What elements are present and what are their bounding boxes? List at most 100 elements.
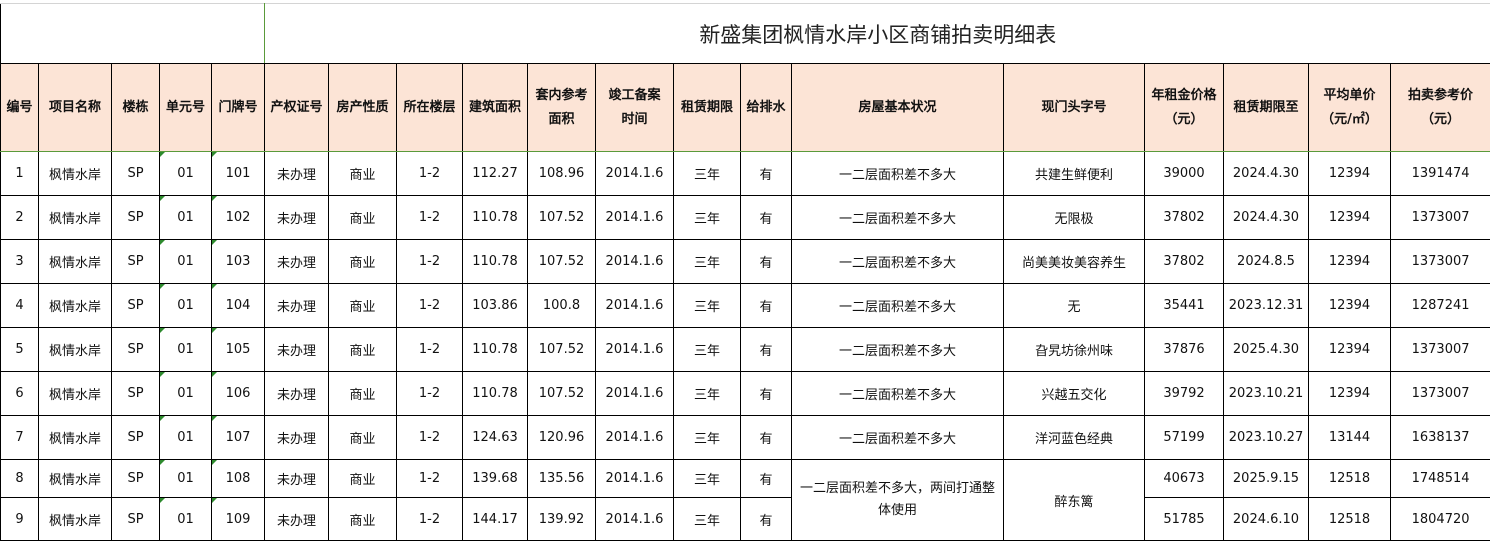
cell-condition[interactable]: 一二层面积差不多大 (791, 415, 1004, 460)
cell-water[interactable]: 有 (740, 239, 792, 284)
cell-water[interactable]: 有 (740, 415, 792, 460)
cell-inner-area[interactable]: 107.52 (527, 239, 596, 284)
cell-auction-price[interactable]: 1373007 (1389, 371, 1490, 416)
cell-water[interactable]: 有 (740, 459, 792, 498)
cell-shop-name[interactable]: 醉东篱 (1003, 459, 1145, 541)
cell-area[interactable]: 110.78 (462, 327, 528, 372)
cell-lease-term[interactable]: 三年 (673, 371, 741, 416)
cell-cert[interactable]: 未办理 (264, 371, 329, 416)
sheet-title[interactable]: 新盛集团枫情水岸小区商铺拍卖明细表 (263, 3, 1490, 64)
cell-door[interactable]: 105 (211, 327, 265, 372)
cell-building[interactable]: SP (111, 327, 160, 372)
cell-annual-rent[interactable]: 51785 (1144, 497, 1224, 541)
cell-door[interactable]: 104 (211, 283, 265, 328)
cell-id[interactable]: 7 (0, 415, 39, 460)
cell-lease-term[interactable]: 三年 (673, 195, 741, 240)
cell-lease-end[interactable]: 2024.4.30 (1223, 151, 1309, 196)
cell-floor[interactable]: 1-2 (396, 497, 463, 541)
cell-door[interactable]: 102 (211, 195, 265, 240)
cell-auction-price[interactable]: 1373007 (1389, 195, 1490, 240)
cell-door[interactable]: 106 (211, 371, 265, 416)
cell-condition[interactable]: 一二层面积差不多大 (791, 327, 1004, 372)
cell-shop-name[interactable]: 洋河蓝色经典 (1003, 415, 1145, 460)
cell-auction-price[interactable]: 1804720 (1389, 497, 1490, 541)
cell-door[interactable]: 101 (211, 151, 265, 196)
cell-project[interactable]: 枫情水岸 (38, 151, 112, 196)
cell-water[interactable]: 有 (740, 327, 792, 372)
cell-building[interactable]: SP (111, 415, 160, 460)
cell-id[interactable]: 5 (0, 327, 39, 372)
cell-auction-price[interactable]: 1638137 (1389, 415, 1490, 460)
header-nature[interactable]: 房产性质 (328, 63, 397, 152)
cell-condition[interactable]: 一二层面积差不多大 (791, 371, 1004, 416)
header-building[interactable]: 楼栋 (111, 63, 160, 152)
cell-area[interactable]: 110.78 (462, 195, 528, 240)
cell-nature[interactable]: 商业 (328, 459, 397, 498)
cell-inner-area[interactable]: 135.56 (527, 459, 596, 498)
cell-floor[interactable]: 1-2 (396, 459, 463, 498)
cell-completion[interactable]: 2014.1.6 (595, 195, 674, 240)
cell-unit[interactable]: 01 (159, 371, 212, 416)
header-lease-end[interactable]: 租赁期限至 (1223, 63, 1309, 152)
cell-id[interactable]: 6 (0, 371, 39, 416)
cell-project[interactable]: 枫情水岸 (38, 371, 112, 416)
cell-cert[interactable]: 未办理 (264, 151, 329, 196)
header-id[interactable]: 编号 (0, 63, 39, 152)
header-shop-name[interactable]: 现门头字号 (1003, 63, 1145, 152)
cell-water[interactable]: 有 (740, 371, 792, 416)
cell-shop-name[interactable]: 共建生鲜便利 (1003, 151, 1145, 196)
cell-project[interactable]: 枫情水岸 (38, 327, 112, 372)
cell-building[interactable]: SP (111, 497, 160, 541)
cell-floor[interactable]: 1-2 (396, 239, 463, 284)
header-completion[interactable]: 竣工备案 时间 (595, 63, 674, 152)
cell-door[interactable]: 109 (211, 497, 265, 541)
cell-floor[interactable]: 1-2 (396, 415, 463, 460)
cell-lease-end[interactable]: 2025.9.15 (1223, 459, 1309, 498)
cell-lease-term[interactable]: 三年 (673, 497, 741, 541)
cell-building[interactable]: SP (111, 239, 160, 284)
cell-unit[interactable]: 01 (159, 283, 212, 328)
cell-condition[interactable]: 一二层面积差不多大 (791, 283, 1004, 328)
cell-lease-end[interactable]: 2023.10.21 (1223, 371, 1309, 416)
cell-shop-name[interactable]: 无 (1003, 283, 1145, 328)
cell-floor[interactable]: 1-2 (396, 151, 463, 196)
cell-unit[interactable]: 01 (159, 415, 212, 460)
cell-auction-price[interactable]: 1287241 (1389, 283, 1490, 328)
cell-project[interactable]: 枫情水岸 (38, 459, 112, 498)
cell-unit-price[interactable]: 13144 (1308, 415, 1391, 460)
cell-cert[interactable]: 未办理 (264, 459, 329, 498)
header-water[interactable]: 给排水 (740, 63, 792, 152)
cell-unit[interactable]: 01 (159, 195, 212, 240)
cell-unit[interactable]: 01 (159, 459, 212, 498)
cell-building[interactable]: SP (111, 151, 160, 196)
cell-condition[interactable]: 一二层面积差不多大 (791, 239, 1004, 284)
cell-area[interactable]: 103.86 (462, 283, 528, 328)
cell-completion[interactable]: 2014.1.6 (595, 327, 674, 372)
cell-area[interactable]: 112.27 (462, 151, 528, 196)
cell-lease-end[interactable]: 2024.8.5 (1223, 239, 1309, 284)
cell-project[interactable]: 枫情水岸 (38, 195, 112, 240)
cell-cert[interactable]: 未办理 (264, 239, 329, 284)
cell-annual-rent[interactable]: 57199 (1144, 415, 1224, 460)
cell-project[interactable]: 枫情水岸 (38, 415, 112, 460)
cell-unit[interactable]: 01 (159, 239, 212, 284)
cell-completion[interactable]: 2014.1.6 (595, 239, 674, 284)
cell-auction-price[interactable]: 1373007 (1389, 239, 1490, 284)
cell-unit-price[interactable]: 12518 (1308, 497, 1391, 541)
header-floor[interactable]: 所在楼层 (396, 63, 463, 152)
cell-inner-area[interactable]: 107.52 (527, 371, 596, 416)
header-lease-term[interactable]: 租赁期限 (673, 63, 741, 152)
cell-area[interactable]: 139.68 (462, 459, 528, 498)
cell-lease-term[interactable]: 三年 (673, 151, 741, 196)
cell-lease-term[interactable]: 三年 (673, 415, 741, 460)
cell-annual-rent[interactable]: 37876 (1144, 327, 1224, 372)
cell-nature[interactable]: 商业 (328, 195, 397, 240)
cell-inner-area[interactable]: 107.52 (527, 327, 596, 372)
header-unit-price[interactable]: 平均单价 （元/㎡） (1308, 63, 1391, 152)
header-unit[interactable]: 单元号 (159, 63, 212, 152)
cell-unit-price[interactable]: 12394 (1308, 151, 1391, 196)
cell-area[interactable]: 110.78 (462, 371, 528, 416)
header-condition[interactable]: 房屋基本状况 (791, 63, 1004, 152)
blank-cell[interactable] (0, 3, 265, 64)
cell-annual-rent[interactable]: 39000 (1144, 151, 1224, 196)
